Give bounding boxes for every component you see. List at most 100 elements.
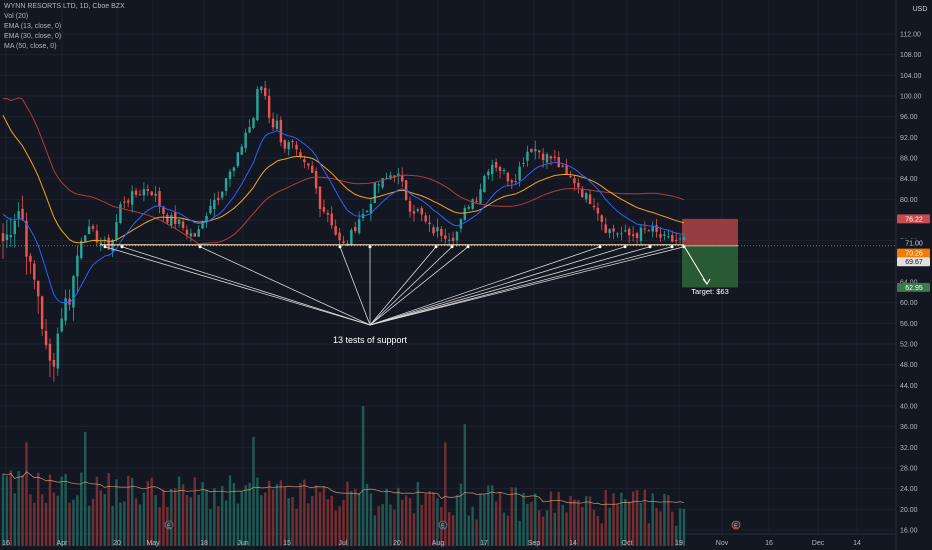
volume-bar [354, 488, 357, 546]
candle-body [334, 226, 337, 235]
candle-body [663, 234, 666, 236]
volume-bar [537, 510, 541, 546]
volume-bar [111, 505, 114, 546]
candle-body [389, 175, 392, 180]
volume-bar [44, 502, 48, 546]
candle-body [1, 233, 5, 241]
volume-bar [502, 512, 506, 546]
candle-body [616, 233, 619, 235]
volume-bar [68, 502, 71, 546]
volume-bar [498, 491, 502, 546]
candle-body [150, 191, 153, 196]
candle-body [185, 229, 189, 235]
candle-body [350, 229, 353, 246]
candle-body [326, 212, 330, 215]
volume-bar [530, 502, 533, 546]
legend-ema13[interactable]: EMA (13, close, 0) [4, 23, 62, 30]
candle-body [228, 171, 232, 180]
candle-body [569, 176, 572, 178]
x-tick-label: Nov [716, 540, 729, 547]
candle-body [447, 239, 451, 241]
candle-body [639, 227, 643, 241]
candle-body [674, 239, 678, 241]
candle-body [588, 194, 592, 205]
price-tag-last-label: 70.26 [905, 251, 923, 258]
y-tick-label: 88.00 [900, 156, 918, 163]
legend-ma50[interactable]: MA (50, close, 0) [4, 43, 57, 50]
volume-bar [119, 502, 122, 546]
volume-bar [279, 480, 283, 546]
candle-body [283, 140, 287, 149]
candle-body [667, 236, 670, 238]
volume-bar [455, 494, 459, 546]
support-test-point [198, 245, 202, 249]
y-tick-label: 60.00 [900, 300, 918, 307]
volume-bar [616, 504, 619, 546]
volume-bar [185, 494, 189, 546]
volume-bar [295, 508, 298, 546]
earnings-marker-label: E [734, 524, 738, 530]
candle-body [76, 255, 79, 277]
volume-bar [526, 503, 529, 546]
volume-bar [400, 499, 404, 546]
volume-bar [25, 442, 28, 546]
candle-body [111, 239, 114, 252]
candle-body [166, 214, 169, 223]
stop-loss-zone [682, 218, 738, 246]
candle-body [498, 166, 502, 171]
candle-body [534, 148, 537, 152]
volume-bar [643, 489, 647, 546]
y-tick-label: 92.00 [900, 135, 918, 142]
legend-volume[interactable]: Vol (20) [4, 13, 29, 20]
volume-bar [451, 515, 455, 546]
volume-bar [479, 493, 482, 546]
candle-body [581, 188, 584, 197]
volume-bar [80, 472, 83, 546]
candle-body [154, 193, 157, 196]
volume-bar [671, 511, 674, 546]
candle-body [107, 237, 110, 250]
price-tag-last [897, 248, 930, 258]
volume-bar [138, 504, 142, 546]
support-test-arrow [369, 246, 626, 326]
candle-body [475, 200, 478, 202]
candle-body [314, 171, 318, 189]
candle-body [557, 157, 560, 167]
candle-body [115, 222, 118, 240]
price-tag-entry-label: 69.67 [905, 259, 923, 266]
candle-body [119, 204, 122, 223]
candle-body [40, 296, 44, 329]
candle-body [436, 227, 439, 232]
candle-body [643, 228, 647, 230]
volume-bar [534, 493, 537, 546]
chart-title: WYNN RESORTS LTD, 1D, Cboe BZX [4, 3, 125, 10]
volume-bar [260, 495, 263, 546]
price-tag-sma [897, 238, 930, 248]
volume-bar [209, 508, 212, 546]
candle-body [342, 241, 345, 244]
volume-bar [357, 493, 361, 546]
volume-bar [404, 495, 408, 546]
support-test-arrow [199, 246, 371, 326]
volume-bar [397, 487, 400, 546]
legend-ema30[interactable]: EMA (30, close, 0) [4, 33, 62, 40]
volume-bar [87, 505, 91, 546]
candle-body [385, 177, 388, 179]
volume-bar [103, 494, 106, 546]
time-axis: 16 Apr 20 May 18 Jun 15 Jul 20 Aug 17 Sep 14 Oct 19 Nov… [2, 540, 861, 547]
candle-body [260, 86, 263, 91]
candle-body [553, 156, 557, 158]
volume-bar [310, 496, 314, 546]
volume-bar [541, 516, 545, 546]
candle-body [264, 87, 267, 96]
support-test-arrow [369, 246, 601, 326]
candle-body [87, 226, 91, 235]
x-tick-label: 20 [113, 540, 121, 547]
candle-body [307, 163, 310, 166]
volume-bar [21, 475, 24, 546]
support-test-point [670, 245, 674, 249]
candle-body [127, 200, 130, 203]
candle-body [232, 167, 236, 171]
